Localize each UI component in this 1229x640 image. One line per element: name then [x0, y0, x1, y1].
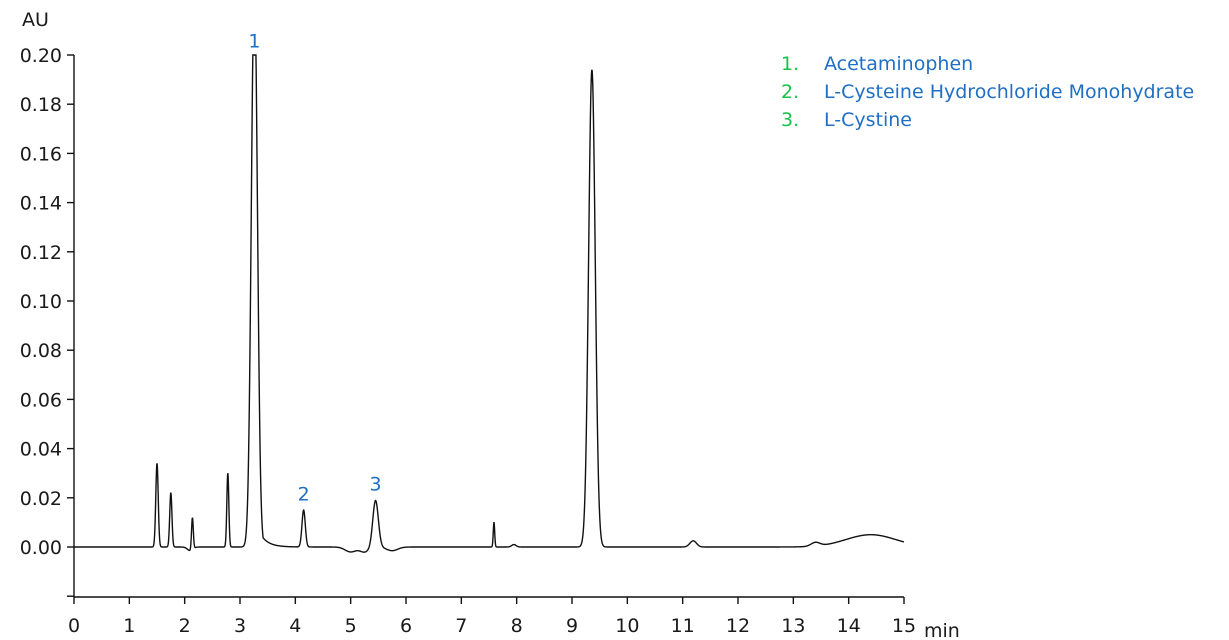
x-tick-label: 0: [68, 615, 80, 637]
legend-label: L-Cystine: [824, 109, 912, 131]
y-tick-label: 0.18: [20, 94, 62, 116]
y-tick-label: 0.14: [20, 193, 62, 215]
legend-item-l-cystine: 3. L-Cystine: [781, 106, 1194, 134]
y-tick-label: 0.04: [20, 439, 62, 461]
x-tick-label: 8: [511, 615, 523, 637]
x-tick-label: 13: [781, 615, 805, 637]
y-tick-label: 0.10: [20, 291, 62, 313]
legend-label: Acetaminophen: [824, 53, 974, 75]
x-tick-label: 5: [345, 615, 357, 637]
y-tick-label: 0.16: [20, 143, 62, 165]
y-tick-label: 0.08: [20, 340, 62, 362]
x-tick-label: 6: [400, 615, 412, 637]
y-tick-label: 0.00: [20, 537, 62, 559]
y-axis-unit: AU: [22, 9, 49, 31]
legend-item-l-cysteine-hydrochloride: 2. L-Cysteine Hydrochloride Monohydrate: [781, 78, 1194, 106]
x-tick-label: 11: [671, 615, 695, 637]
legend-number: 3.: [781, 109, 800, 131]
chromatogram-trace: [74, 54, 905, 553]
y-tick-label: 0.12: [20, 242, 62, 264]
x-tick-label: 15: [892, 615, 916, 637]
legend-number: 2.: [781, 81, 800, 103]
y-tick-label: 0.06: [20, 389, 62, 411]
x-axis-unit: min: [924, 620, 960, 640]
legend: 1. Acetaminophen 2. L-Cysteine Hydrochlori…: [781, 50, 1194, 134]
x-tick-label: 4: [289, 615, 301, 637]
x-tick-label: 1: [123, 615, 135, 637]
x-tick-label: 7: [455, 615, 467, 637]
legend-item-acetaminophen: 1. Acetaminophen: [781, 50, 1194, 78]
x-ticks: 0 1 2 3 4 5 6 7 8 9 10 11 12 13 14 15: [68, 597, 916, 637]
x-tick-label: 9: [566, 615, 578, 637]
x-tick-label: 14: [837, 615, 861, 637]
peak-label: 2: [298, 483, 310, 505]
x-tick-label: 3: [234, 615, 246, 637]
legend-label: L-Cysteine Hydrochloride Monohydrate: [824, 81, 1195, 103]
legend-number: 1.: [781, 53, 800, 75]
x-tick-label: 10: [615, 615, 639, 637]
peak-label: 3: [370, 473, 382, 495]
peak-annotations: 1 2 3: [248, 31, 381, 506]
x-tick-label: 2: [179, 615, 191, 637]
x-tick-label: 12: [726, 615, 750, 637]
y-tick-label: 0.20: [20, 45, 62, 67]
y-tick-label: 0.02: [20, 488, 62, 510]
y-ticks: 0.20 0.18 0.16 0.14 0.12 0.10 0.08 0.06 0.04 0.02…: [20, 45, 74, 597]
peak-label: 1: [248, 31, 260, 53]
